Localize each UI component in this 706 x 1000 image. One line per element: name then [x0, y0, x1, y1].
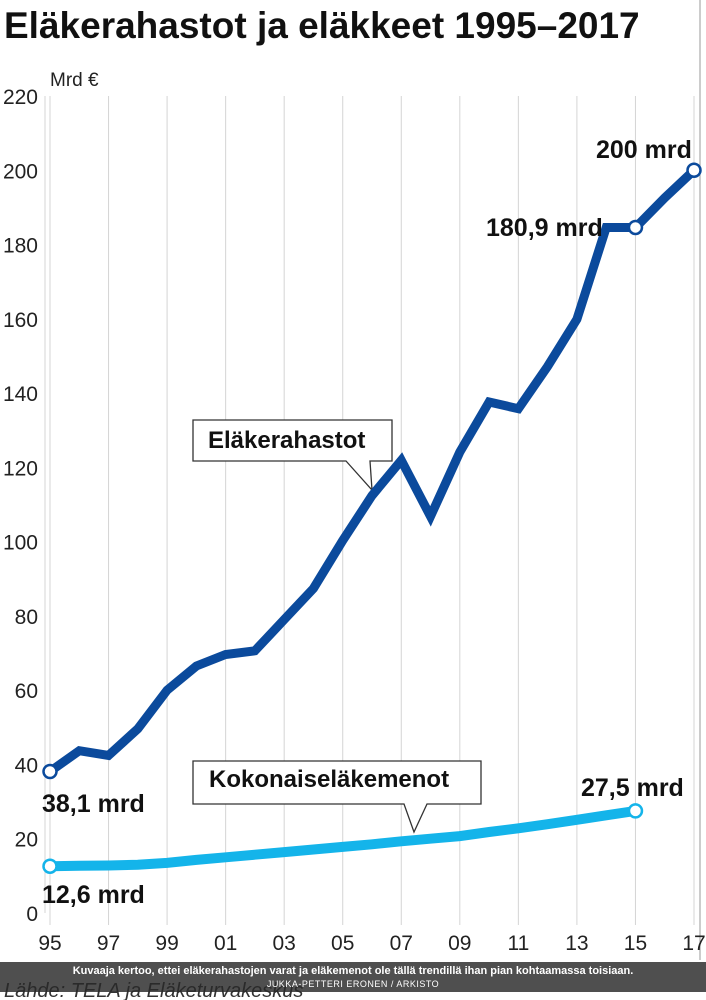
pensions-callout: Kokonaiseläkemenot [192, 760, 482, 834]
y-axis-unit-label: Mrd € [50, 70, 99, 91]
pensions-start-label: 12,6 mrd [42, 881, 145, 909]
data-point-marker [686, 162, 702, 179]
pensions-callout-label: Kokonaiseläkemenot [209, 766, 449, 793]
funds-2015-label: 180,9 mrd [486, 214, 603, 242]
pensions-callout-bubble [192, 760, 482, 834]
funds-callout-bubble [192, 419, 393, 492]
x-tick-label: 17 [682, 932, 705, 955]
caption-credit: JUKKA-PETTERI ERONEN / ARKISTO [266, 979, 440, 989]
x-tick-label: 11 [507, 932, 529, 955]
y-tick-label: 80 [15, 606, 38, 629]
y-tick-label: 140 [3, 383, 38, 406]
data-point-marker [627, 803, 644, 819]
y-tick-label: 20 [15, 829, 38, 852]
funds-start-label: 38,1 mrd [42, 790, 145, 818]
y-tick-label: 180 [3, 235, 38, 258]
series-line-pensions [49, 805, 637, 872]
y-axis-ticks: 0 20 40 60 80 100 120 140 160 180 200 220 [3, 86, 38, 926]
data-point-marker [42, 858, 58, 874]
x-tick-label: 03 [273, 932, 296, 955]
funds-end-label: 200 mrd [596, 136, 692, 164]
y-tick-label: 40 [15, 754, 38, 777]
y-tick-label: 100 [3, 532, 38, 555]
pensions-end-label: 27,5 mrd [581, 774, 684, 802]
funds-callout-label: Eläkerahastot [208, 427, 365, 454]
y-tick-label: 0 [26, 903, 38, 926]
caption-text: Kuvaaja kertoo, ettei eläkerahastojen va… [72, 965, 634, 977]
series-line-funds [47, 167, 698, 776]
image-caption-overlay: Kuvaaja kertoo, ettei eläkerahastojen va… [0, 962, 706, 992]
funds-callout: Eläkerahastot [192, 419, 393, 492]
y-tick-label: 220 [3, 86, 38, 109]
y-tick-label: 60 [15, 680, 38, 703]
x-tick-label: 01 [214, 932, 237, 955]
x-tick-label: 07 [390, 932, 413, 955]
x-tick-label: 95 [38, 932, 61, 955]
x-tick-label: 15 [624, 932, 647, 955]
y-tick-label: 200 [3, 160, 38, 183]
x-tick-label: 05 [331, 932, 354, 955]
y-tick-label: 160 [3, 309, 38, 332]
data-point-marker [627, 219, 644, 236]
x-tick-label: 97 [97, 932, 120, 955]
x-tick-label: 13 [565, 932, 588, 955]
data-point-marker [42, 763, 58, 780]
x-axis-ticks: 95 97 99 01 03 05 07 09 11 13 15 17 [38, 932, 705, 955]
x-tick-label: 99 [155, 932, 178, 955]
y-tick-label: 120 [3, 457, 38, 480]
series-markers [42, 162, 702, 874]
chart-title: Eläkerahastot ja eläkkeet 1995–2017 [4, 5, 640, 46]
series-lines [47, 167, 698, 872]
x-tick-label: 09 [448, 932, 471, 955]
